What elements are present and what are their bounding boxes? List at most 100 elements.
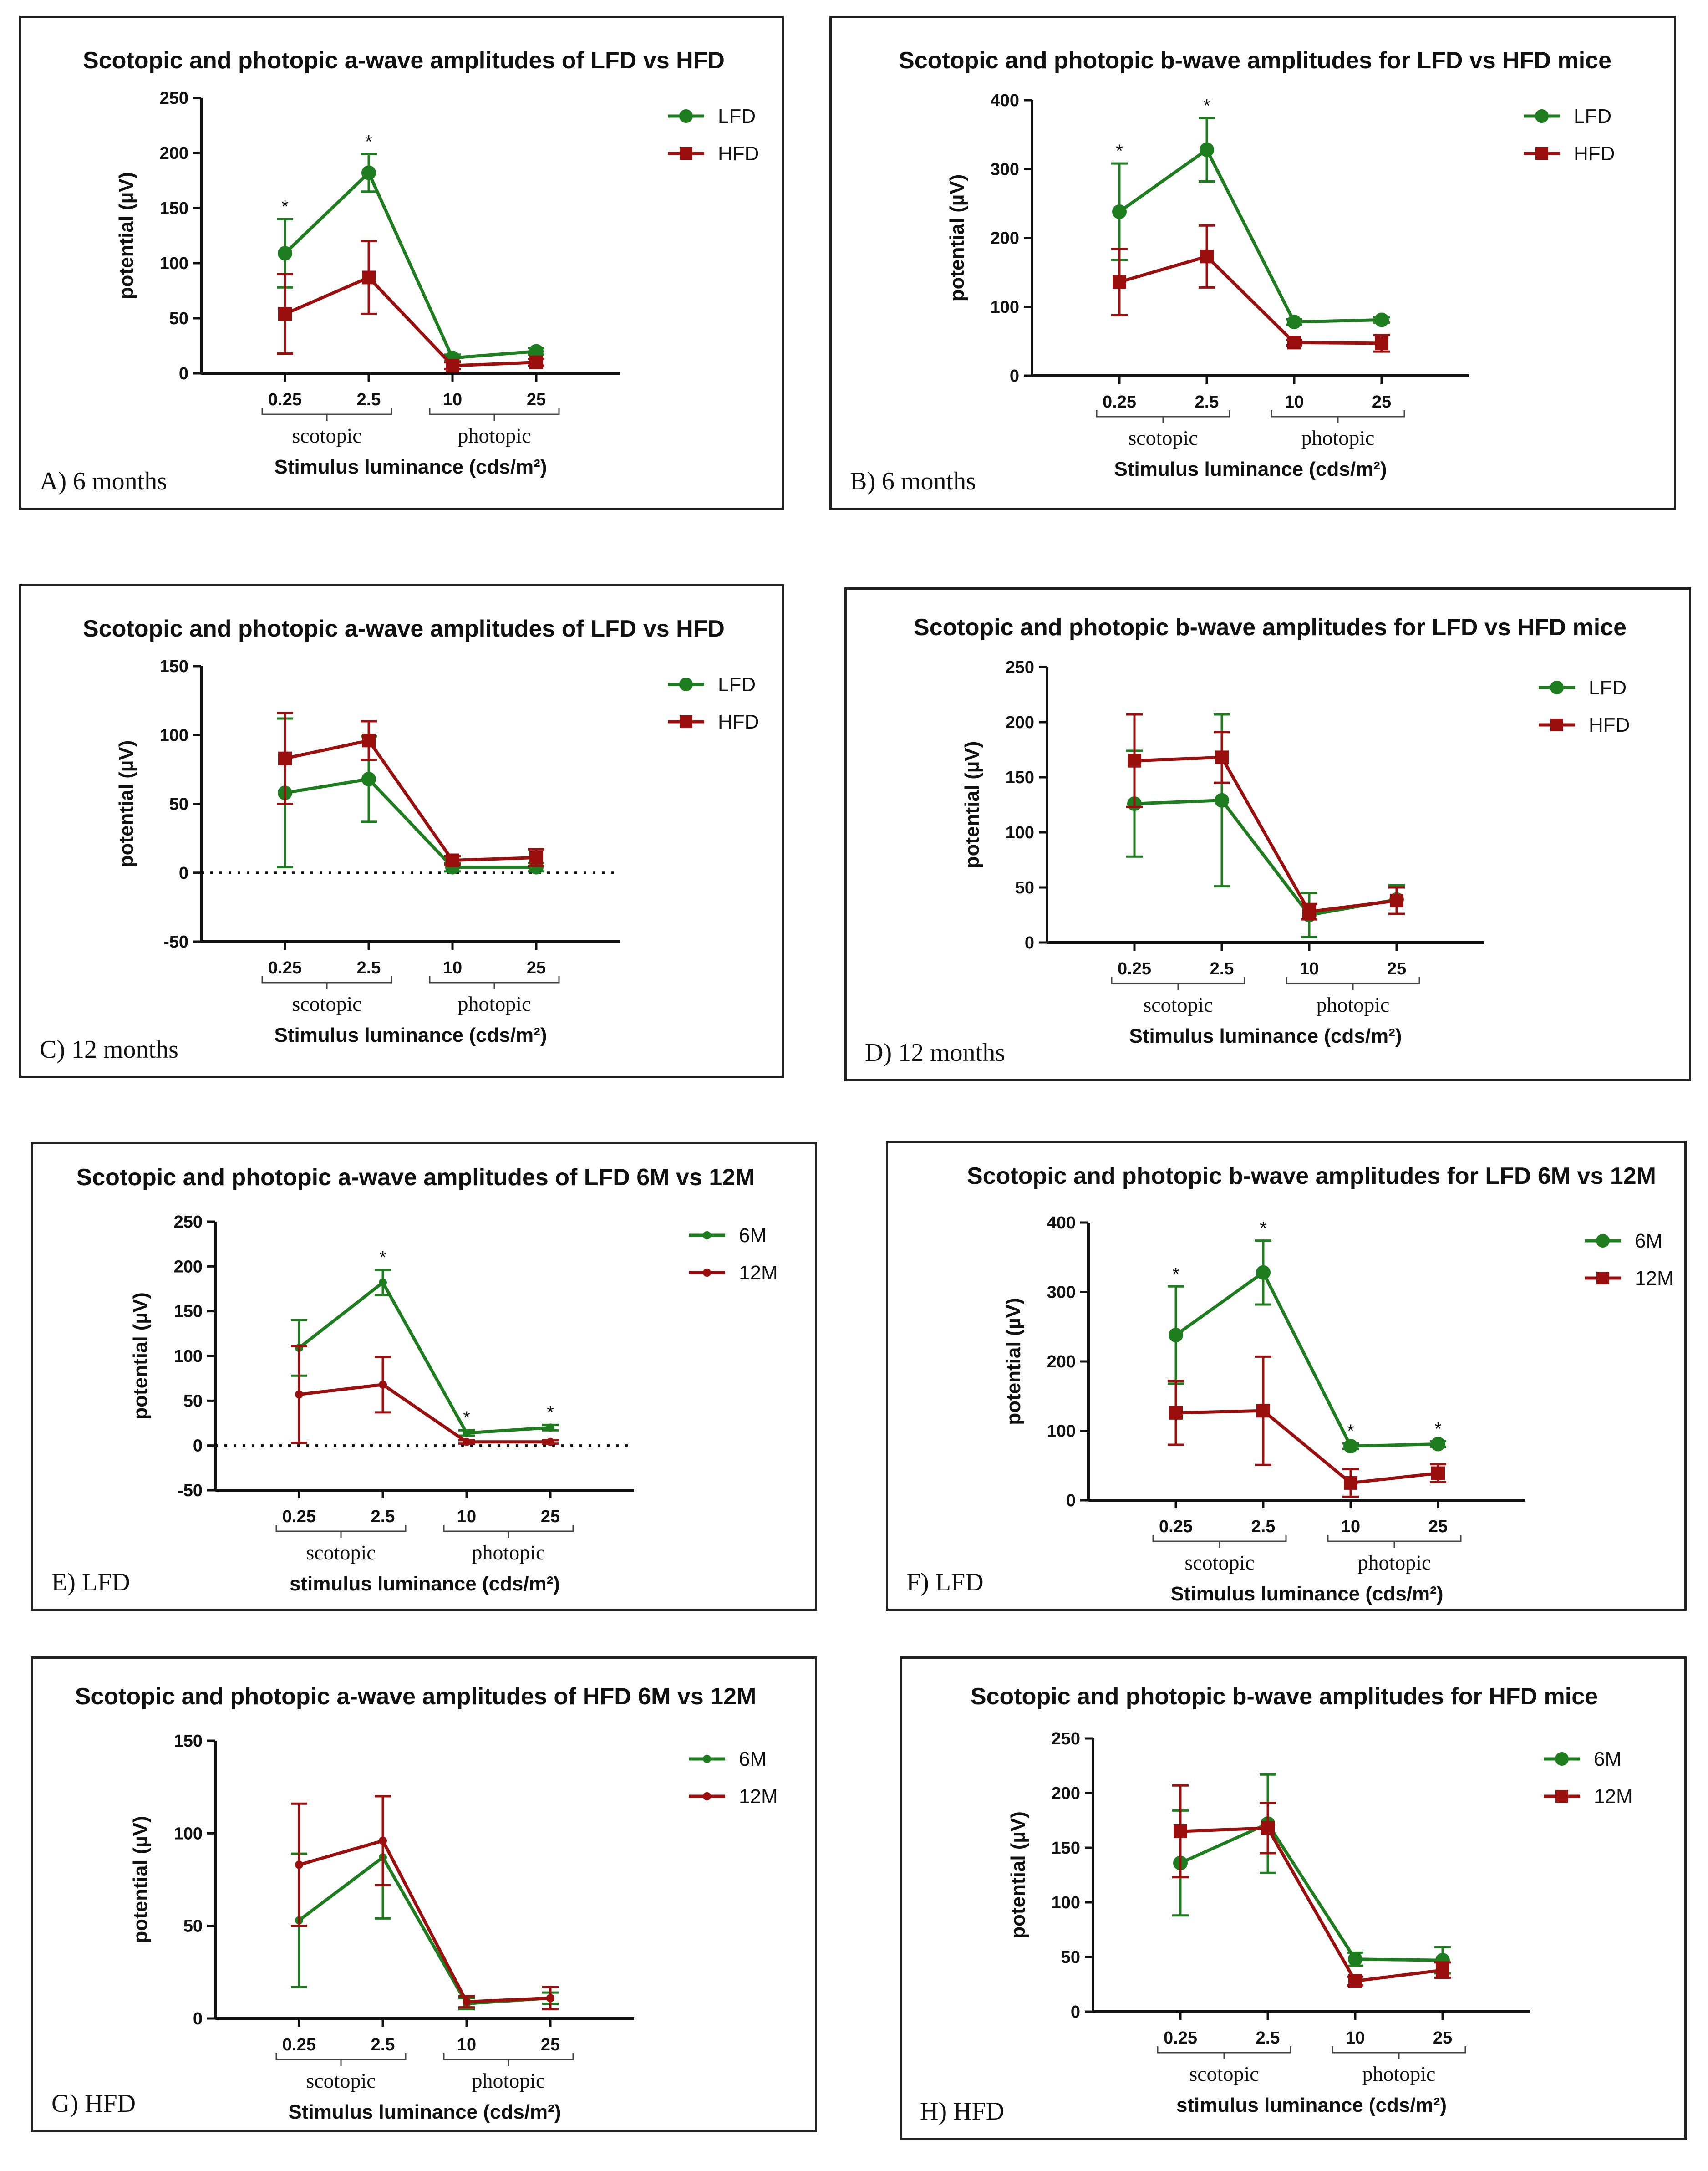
legend-label: HFD [718, 143, 759, 165]
legend-item-6M: 6M [689, 1224, 767, 1247]
data-point [278, 751, 292, 765]
group-bracket [261, 408, 392, 421]
series-line [1174, 1270, 1439, 1448]
legend-label: 12M [739, 1262, 778, 1284]
data-point [1169, 1406, 1183, 1420]
legend-item-12M: 12M [689, 1785, 778, 1808]
y-tick-label: 100 [174, 1824, 203, 1843]
y-tick-label: 100 [1052, 1893, 1080, 1912]
legend-marker [703, 1755, 711, 1763]
series-line [298, 1855, 551, 2006]
chart-panel-f: Scotopic and photopic b-wave amplitudes … [886, 1141, 1687, 1611]
y-tick-label: 0 [193, 2009, 203, 2028]
data-point [295, 1860, 303, 1869]
x-tick-label: 25 [527, 390, 546, 409]
y-tick-label: 250 [1052, 1729, 1080, 1748]
x-tick-label: 0.25 [268, 390, 302, 409]
data-point [546, 1437, 554, 1446]
legend-item-HFD: HFD [1524, 143, 1615, 165]
legend-item-HFD: HFD [668, 711, 759, 733]
panel-label: G) HFD [51, 2089, 136, 2118]
legend-item-LFD: LFD [1539, 677, 1627, 699]
legend-label: 6M [1635, 1230, 1662, 1252]
series-line [1119, 255, 1382, 345]
legend-marker [703, 1269, 711, 1277]
y-tick-label: 300 [1047, 1283, 1076, 1302]
y-tick-label: 400 [1047, 1213, 1076, 1233]
y-tick-label: 0 [1066, 1491, 1076, 1510]
data-point [446, 359, 459, 373]
chart-panel-b: Scotopic and photopic b-wave amplitudes … [829, 16, 1676, 510]
legend-item-6M: 6M [689, 1748, 767, 1770]
x-tick-label: 10 [1341, 1517, 1360, 1536]
data-point [1174, 1824, 1187, 1838]
legend-marker [1555, 1752, 1569, 1766]
series-LFD: ** [1111, 96, 1390, 330]
significance-star: * [281, 197, 289, 217]
group-bracket [275, 1525, 407, 1538]
chart-panel-h: Scotopic and photopic b-wave amplitudes … [900, 1656, 1687, 2140]
x-tick-label: 2.5 [357, 958, 381, 978]
data-point [1374, 312, 1389, 327]
series-6M: * * * [291, 1248, 559, 1437]
legend-label: 12M [739, 1785, 778, 1808]
data-point [379, 1380, 387, 1389]
x-tick-label: 25 [1428, 1517, 1448, 1536]
legend-marker [703, 1231, 711, 1239]
data-point [361, 772, 376, 787]
y-tick-label: 250 [1006, 658, 1034, 677]
x-tick-label: 10 [1346, 2028, 1365, 2048]
x-tick-label: 10 [1285, 392, 1304, 412]
y-axis-title: potential (µV) [115, 172, 137, 300]
chart-title: Scotopic and photopic a-wave amplitudes … [83, 47, 725, 74]
y-tick-label: 100 [1006, 823, 1034, 842]
x-axis-title: Stimulus luminance (cds/m²) [1129, 1025, 1402, 1047]
data-point [529, 344, 544, 359]
panel-label: E) LFD [51, 1568, 130, 1596]
data-point [1348, 1952, 1362, 1967]
legend-item-LFD: LFD [1524, 105, 1611, 127]
y-tick-label: 150 [174, 1302, 203, 1321]
x-tick-label: 25 [1372, 392, 1391, 412]
series-12M [1168, 1355, 1446, 1498]
significance-star: * [1203, 96, 1210, 116]
series-12M [1172, 1784, 1451, 1988]
x-tick-label: 2.5 [357, 390, 381, 409]
legend-marker [1535, 147, 1548, 160]
x-tick-label: 2.5 [1256, 2028, 1280, 2048]
y-tick-label: 200 [1006, 713, 1034, 732]
group-bracket [1327, 1535, 1462, 1548]
series-line [1175, 1409, 1439, 1485]
series-line [284, 275, 537, 367]
data-point [1287, 336, 1301, 350]
group-bracket [261, 976, 392, 989]
x-tick-label: 0.25 [282, 2035, 316, 2054]
data-point [1169, 1328, 1183, 1343]
y-tick-label: 50 [1061, 1948, 1080, 1967]
series-line [1180, 1826, 1443, 1983]
chart-svg-e: Scotopic and photopic a-wave amplitudes … [51, 1164, 778, 1596]
legend-item-12M: 12M [1585, 1267, 1674, 1289]
x-tick-label: 10 [443, 958, 462, 978]
y-tick-label: 50 [169, 309, 188, 328]
data-point [463, 1429, 471, 1437]
series-12M [291, 1795, 559, 2011]
x-axis-title: Stimulus luminance (cds/m²) [1114, 458, 1387, 480]
x-tick-label: 2.5 [1251, 1517, 1276, 1536]
significance-star: * [1260, 1218, 1267, 1238]
data-point [463, 1437, 471, 1446]
data-point [1375, 336, 1388, 350]
group-label-scotopic: scotopic [1184, 1551, 1254, 1574]
significance-star: * [1347, 1421, 1354, 1441]
data-point [1390, 894, 1403, 908]
series-12M [291, 1345, 559, 1446]
group-bracket [1111, 977, 1245, 990]
y-tick-label: 250 [160, 89, 188, 108]
x-axis-title: stimulus luminance (cds/m²) [290, 1573, 560, 1595]
x-axis-title: stimulus luminance (cds/m²) [1176, 2094, 1447, 2116]
x-axis-title: Stimulus luminance (cds/m²) [289, 2101, 561, 2123]
legend-marker [679, 109, 693, 123]
legend-marker [1596, 1272, 1609, 1284]
legend-label: LFD [718, 673, 756, 696]
data-point [361, 165, 376, 180]
